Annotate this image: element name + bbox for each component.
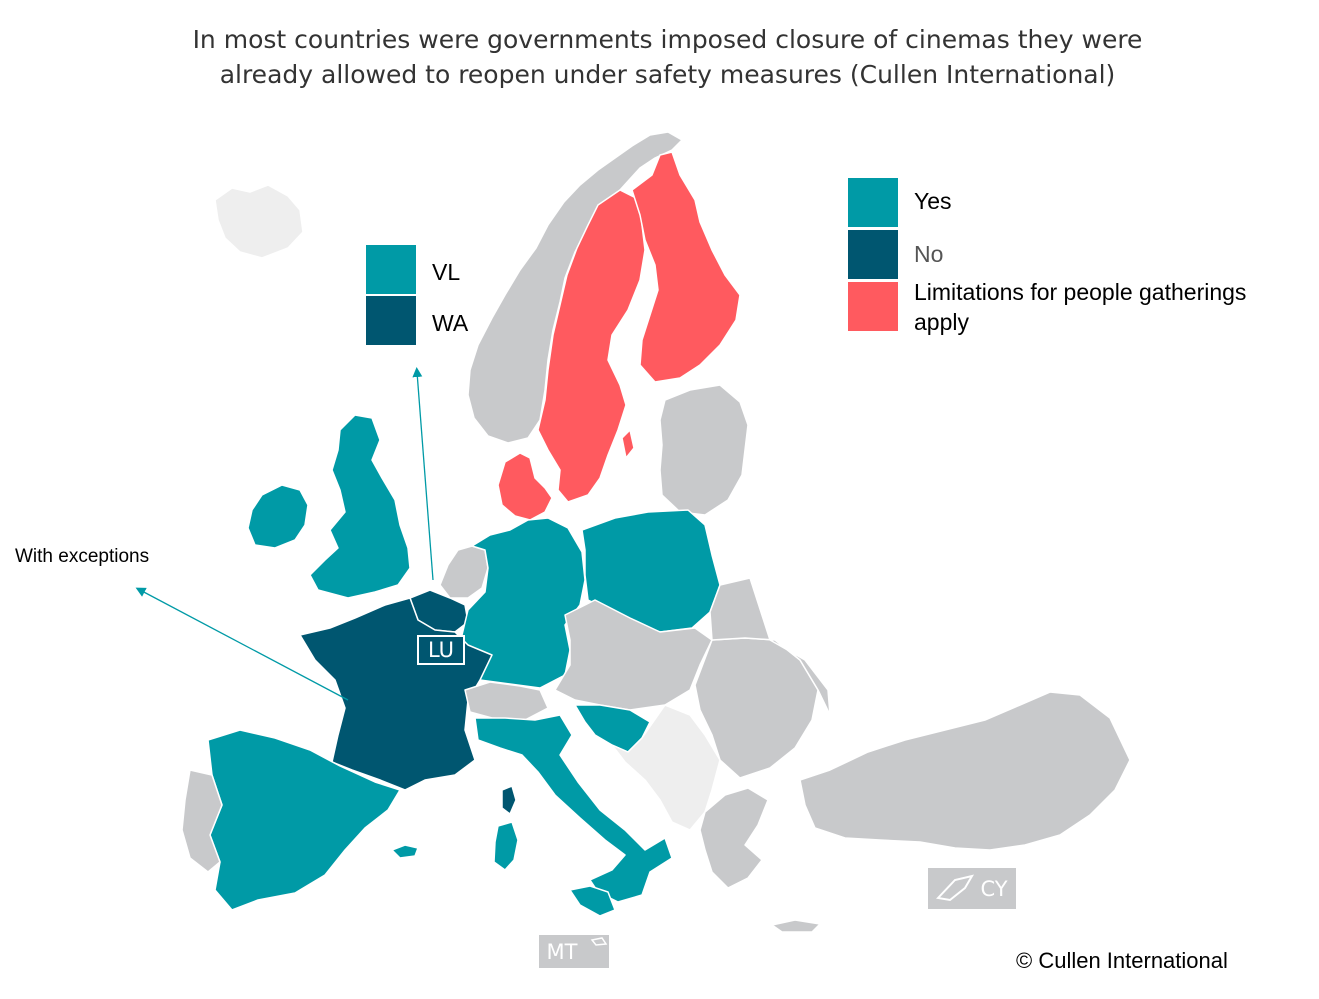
arrow-belgium-legend (412, 367, 434, 581)
cy-label: CY (980, 877, 1008, 901)
cy-inset-box (928, 868, 1016, 909)
legend-swatch-yes (848, 178, 898, 227)
island-crete (771, 919, 821, 933)
country-switzerland (464, 681, 549, 721)
map-title: In most countries were governments impos… (60, 22, 1275, 92)
country-norway (467, 131, 683, 444)
island-gotland (621, 429, 635, 459)
title-line-2: already allowed to reopen under safety m… (219, 60, 1116, 89)
belgium-label-vl: VL (432, 259, 461, 285)
arrow-with-exceptions (135, 587, 349, 701)
island-sardinia (493, 821, 519, 871)
title-line-1: In most countries were governments impos… (192, 25, 1143, 54)
country-denmark (497, 452, 553, 521)
country-ukraine (709, 577, 831, 716)
legend-label-limitations: Limitations for people gatherings apply (914, 277, 1246, 337)
mt-label: MT (546, 940, 578, 964)
country-sweden (537, 189, 646, 503)
country-germany (461, 517, 586, 689)
belgium-swatch-vl (366, 245, 416, 294)
country-netherlands (439, 545, 489, 599)
country-italy (474, 714, 673, 903)
legend-swatch-no (848, 230, 898, 279)
country-baltics (659, 384, 749, 516)
island-balearic (391, 844, 419, 859)
island-corsica (501, 785, 517, 815)
country-central-europe (554, 599, 713, 711)
country-poland (581, 509, 721, 633)
mt-inset-box (539, 935, 609, 968)
cyprus-shape (935, 874, 975, 902)
country-finland (631, 151, 741, 383)
belgium-label-wa: WA (432, 310, 469, 336)
country-western-balkans (611, 704, 721, 831)
country-greece (699, 787, 769, 889)
country-uk (309, 414, 411, 599)
country-iceland (214, 184, 304, 259)
lu-inset-box (417, 635, 465, 665)
country-portugal (181, 769, 223, 873)
legend-label-limitations-line-1: Limitations for people gatherings (914, 279, 1247, 305)
country-turkey (799, 691, 1131, 851)
malta-shape (590, 937, 608, 946)
belgium-swatch-wa (366, 296, 416, 345)
legend-label-no: No (914, 241, 944, 267)
lu-label: LU (427, 638, 455, 662)
with-exceptions-label: With exceptions (15, 546, 150, 567)
legend-label-yes: Yes (914, 188, 952, 214)
copyright-notice: © Cullen International (1016, 948, 1228, 973)
island-sicily (569, 885, 616, 917)
legend-label-limitations-line-2: apply (914, 309, 969, 335)
legend-swatch-limitations (848, 282, 898, 331)
country-ireland (247, 484, 309, 549)
